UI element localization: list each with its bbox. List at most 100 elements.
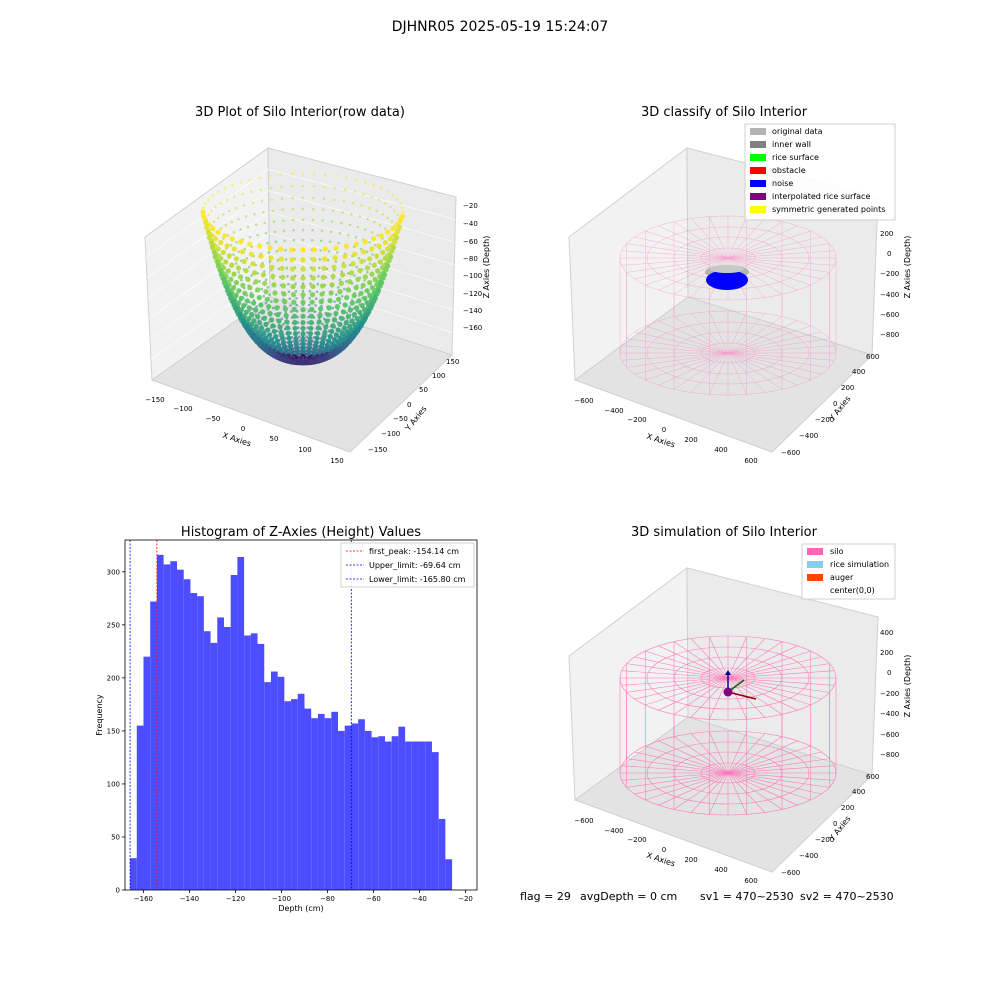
raw-point: [261, 315, 267, 321]
raw-point: [300, 257, 306, 263]
raw-point: [230, 220, 233, 224]
histogram-bar: [411, 741, 419, 890]
raw-point: [394, 234, 400, 241]
silo-floor-spoke: [727, 733, 766, 774]
silo-roof-spoke: [727, 638, 766, 679]
raw-point: [322, 208, 325, 211]
raw-point: [330, 220, 334, 223]
raw-point: [307, 340, 313, 346]
raw-point: [289, 266, 296, 272]
silo-floor-spoke: [658, 320, 729, 354]
silo-roof-spoke: [690, 218, 729, 259]
raw-point: [289, 247, 295, 253]
raw-point: [248, 265, 251, 269]
raw-point: [345, 176, 348, 180]
raw-point: [397, 217, 404, 224]
histogram-reference-lines: [129, 540, 352, 890]
raw-point: [396, 213, 400, 216]
raw-point: [318, 306, 324, 312]
legend-label: center(0,0): [830, 586, 875, 595]
histogram-bar: [143, 656, 151, 890]
sim-x-tick: 0: [662, 846, 666, 854]
raw-point: [220, 249, 226, 256]
silo-floor-spoke: [658, 352, 729, 386]
silo-roof-spoke: [727, 636, 748, 679]
raw-point: [390, 225, 396, 232]
raw-point: [380, 249, 386, 256]
classify-y-tick: −600: [781, 449, 800, 457]
raw-point: [286, 335, 292, 341]
classify-x-label: X Axies: [645, 432, 676, 450]
raw-point: [275, 312, 281, 318]
histogram-bar: [197, 596, 204, 890]
raw-point: [279, 334, 285, 341]
raw-point: [336, 286, 340, 289]
sim-z-tick: 400: [880, 629, 893, 637]
raw-point: [291, 196, 294, 200]
raw-point: [217, 190, 220, 194]
raw-point: [259, 325, 265, 331]
silo-roof-spoke: [727, 257, 830, 273]
raw-point: [338, 231, 342, 235]
raw-point: [269, 186, 273, 190]
raw-point: [280, 283, 286, 289]
raw-point: [330, 273, 336, 279]
raw-point: [248, 251, 254, 257]
silo-floor-spoke: [727, 352, 798, 386]
histogram-bar: [384, 741, 392, 890]
sim-z-label: Z Axies (Depth): [903, 655, 912, 718]
silo-floor-spoke: [727, 352, 811, 381]
raw-point: [244, 215, 248, 218]
raw-point: [351, 293, 357, 299]
raw-x-tick: 50: [270, 435, 279, 443]
legend-swatch: [807, 548, 823, 555]
raw-point: [360, 204, 364, 207]
raw-z-tick: −40: [463, 220, 478, 228]
raw-point: [343, 287, 346, 291]
silo-roof-spoke: [727, 221, 783, 259]
raw-point: [290, 292, 297, 298]
raw-point: [317, 266, 321, 270]
raw-point: [264, 278, 268, 282]
raw-point: [222, 233, 228, 239]
raw-point: [301, 228, 305, 232]
raw-z-tick: −80: [463, 255, 478, 263]
raw-point: [267, 245, 273, 251]
raw-point: [355, 265, 359, 269]
raw-point: [259, 188, 263, 191]
histogram-bar: [338, 730, 345, 890]
raw-point: [310, 283, 316, 290]
raw-point: [212, 236, 219, 242]
histogram-bar: [156, 554, 164, 890]
raw-point: [373, 220, 376, 224]
raw-point: [290, 283, 296, 290]
silo-floor-spoke: [727, 352, 766, 393]
raw-point: [287, 340, 293, 346]
legend-label: rice surface: [772, 153, 819, 162]
raw-point: [308, 297, 312, 300]
silo-roof-spoke: [708, 636, 729, 679]
raw-point: [243, 268, 249, 274]
raw-point: [236, 300, 242, 306]
raw-point: [265, 327, 271, 333]
raw-point: [379, 187, 383, 190]
raw-point: [378, 223, 382, 227]
raw-point: [389, 205, 392, 209]
raw-point: [391, 194, 395, 197]
raw-point: [258, 302, 264, 308]
silo-roof-spoke: [673, 221, 729, 259]
raw-point: [228, 209, 231, 213]
raw-point: [353, 285, 359, 291]
raw-z-ticks: −20 −40 −60 −80 −100 −120 −140 −160: [463, 202, 482, 332]
sim-legend-entry: rice simulation: [807, 560, 889, 569]
raw-point: [271, 306, 275, 310]
raw-point: [331, 306, 335, 310]
silo-roof-spoke: [658, 225, 729, 259]
classify-legend-entry: inner wall: [750, 140, 811, 149]
raw-point: [221, 263, 225, 266]
silo-floor-spoke: [727, 765, 835, 774]
silo-floor-spoke: [634, 331, 729, 354]
histogram-bar: [223, 626, 231, 890]
raw-point: [287, 290, 291, 294]
raw-x-tick: 100: [298, 446, 311, 454]
